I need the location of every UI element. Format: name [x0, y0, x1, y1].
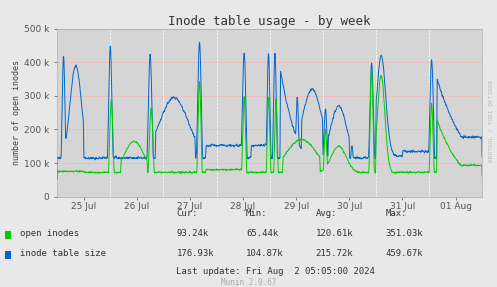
- Text: Avg:: Avg:: [316, 209, 337, 218]
- Text: RRDTOOL / TOBI OETIKER: RRDTOOL / TOBI OETIKER: [489, 79, 494, 162]
- Text: Cur:: Cur:: [176, 209, 198, 218]
- Text: 215.72k: 215.72k: [316, 249, 353, 259]
- Text: 104.87k: 104.87k: [246, 249, 284, 259]
- Text: 351.03k: 351.03k: [385, 229, 423, 238]
- Text: Munin 2.0.67: Munin 2.0.67: [221, 278, 276, 287]
- Text: 120.61k: 120.61k: [316, 229, 353, 238]
- Text: Min:: Min:: [246, 209, 267, 218]
- Text: 176.93k: 176.93k: [176, 249, 214, 259]
- Y-axis label: number of open inodes: number of open inodes: [12, 60, 21, 165]
- Title: Inode table usage - by week: Inode table usage - by week: [168, 15, 371, 28]
- Text: Last update: Fri Aug  2 05:05:00 2024: Last update: Fri Aug 2 05:05:00 2024: [176, 267, 375, 276]
- Text: Max:: Max:: [385, 209, 407, 218]
- Text: 93.24k: 93.24k: [176, 229, 209, 238]
- Text: 459.67k: 459.67k: [385, 249, 423, 259]
- Text: 65.44k: 65.44k: [246, 229, 278, 238]
- Text: open inodes: open inodes: [20, 229, 79, 238]
- Text: inode table size: inode table size: [20, 249, 106, 259]
